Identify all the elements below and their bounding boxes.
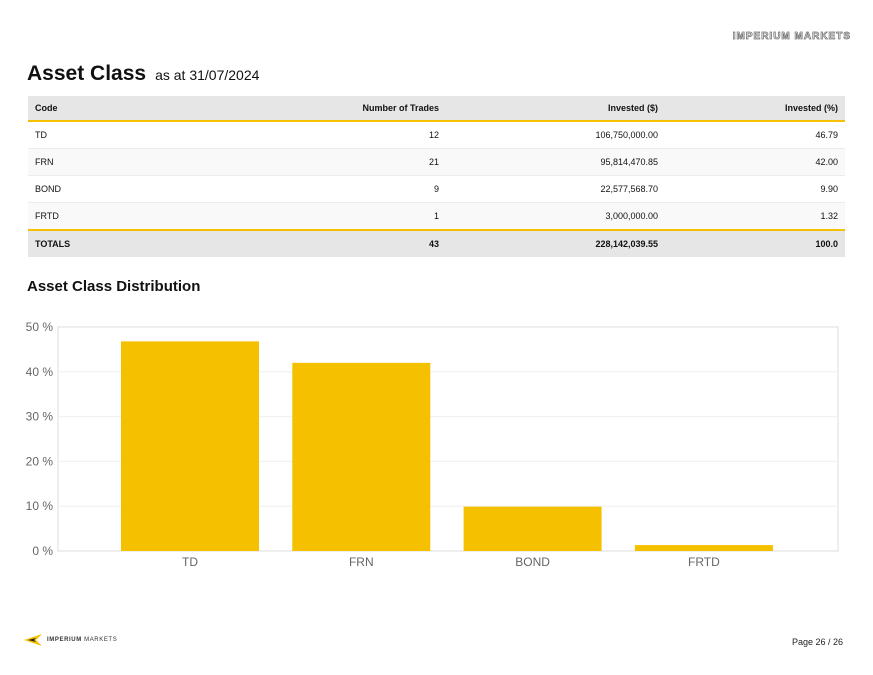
bar: [292, 362, 431, 551]
title-date: as at 31/07/2024: [155, 67, 260, 83]
x-tick-label: BOND: [515, 555, 550, 569]
table-row: BOND 9 22,577,568.70 9.90: [28, 175, 845, 203]
cell-pct: 1.32: [665, 202, 845, 231]
cell-code: FRN: [28, 148, 172, 176]
col-header-pct: Invested (%): [665, 96, 845, 122]
bar: [634, 545, 773, 551]
logo-wordmark: IMPERIUM MARKETS: [47, 637, 117, 643]
footer-logo: IMPERIUM MARKETS: [24, 634, 117, 646]
cell-trades: 21: [172, 148, 446, 176]
plot-frame: [57, 326, 839, 552]
page-title: Asset Class as at 31/07/2024: [27, 62, 259, 86]
title-main: Asset Class: [27, 62, 147, 85]
cell-code: BOND: [28, 175, 172, 203]
table-totals-row: TOTALS 43 228,142,039.55 100.0: [28, 229, 845, 257]
imperium-logo-icon: [24, 634, 42, 646]
totals-label: TOTALS: [28, 229, 172, 257]
x-tick-label: FRTD: [688, 555, 720, 569]
y-tick-label: 40 %: [26, 365, 54, 379]
table-row: TD 12 106,750,000.00 46.79: [28, 121, 845, 149]
col-header-trades: Number of Trades: [172, 96, 446, 122]
asset-class-bar-chart: 0 % 10 % 20 % 30 % 40 % 50 % TD FRN BOND FRTD: [26, 320, 839, 569]
bar: [121, 341, 259, 551]
logo-light: MARKETS: [84, 637, 118, 643]
cell-pct: 9.90: [665, 175, 845, 203]
cell-trades: 12: [172, 121, 446, 149]
totals-trades: 43: [172, 229, 446, 257]
asset-class-table: Code Number of Trades Invested ($) Inves…: [28, 96, 845, 257]
y-tick-label: 10 %: [26, 499, 54, 513]
y-tick-label: 50 %: [26, 320, 54, 334]
x-tick-label: FRN: [349, 555, 374, 569]
logo-bold: IMPERIUM: [47, 637, 82, 643]
cell-pct: 42.00: [665, 148, 845, 176]
cell-invested: 95,814,470.85: [446, 148, 665, 176]
col-header-code: Code: [28, 96, 172, 122]
cell-trades: 1: [172, 202, 446, 231]
header-watermark: IMPERIUM MARKETS: [732, 31, 851, 43]
cell-code: TD: [28, 121, 172, 149]
totals-invested: 228,142,039.55: [446, 229, 665, 257]
cell-trades: 9: [172, 175, 446, 203]
cell-invested: 3,000,000.00: [446, 202, 665, 231]
cell-invested: 106,750,000.00: [446, 121, 665, 149]
col-header-invested: Invested ($): [446, 96, 665, 122]
cell-code: FRTD: [28, 202, 172, 231]
totals-pct: 100.0: [665, 229, 845, 257]
y-tick-label: 20 %: [26, 454, 54, 468]
page-number: Page 26 / 26: [791, 637, 843, 647]
y-tick-label: 30 %: [26, 410, 54, 424]
cell-pct: 46.79: [665, 121, 845, 149]
x-tick-label: TD: [182, 555, 198, 569]
section-title: Asset Class Distribution: [27, 278, 201, 295]
cell-invested: 22,577,568.70: [446, 175, 665, 203]
table-row: FRN 21 95,814,470.85 42.00: [28, 148, 845, 176]
table-header-row: Code Number of Trades Invested ($) Inves…: [28, 96, 845, 122]
table-row: FRTD 1 3,000,000.00 1.32: [28, 202, 845, 231]
bar: [463, 506, 602, 551]
y-tick-label: 0 %: [32, 544, 53, 558]
